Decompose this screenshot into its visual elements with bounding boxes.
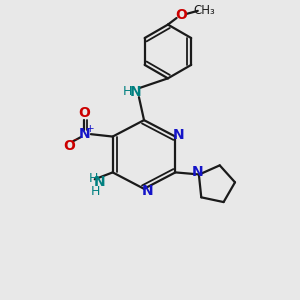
Text: H: H [89, 172, 98, 185]
Text: +: + [86, 124, 94, 134]
Text: N: N [129, 85, 141, 99]
Text: N: N [192, 165, 203, 179]
Text: O: O [78, 106, 90, 120]
Text: N: N [79, 127, 90, 141]
Text: H: H [122, 85, 132, 98]
Text: N: N [94, 175, 105, 189]
Text: ⁻: ⁻ [72, 137, 78, 147]
Text: H: H [91, 185, 100, 198]
Text: O: O [63, 139, 75, 152]
Text: O: O [175, 8, 187, 22]
Text: N: N [173, 128, 185, 142]
Text: N: N [142, 184, 153, 198]
Text: CH₃: CH₃ [194, 4, 215, 17]
